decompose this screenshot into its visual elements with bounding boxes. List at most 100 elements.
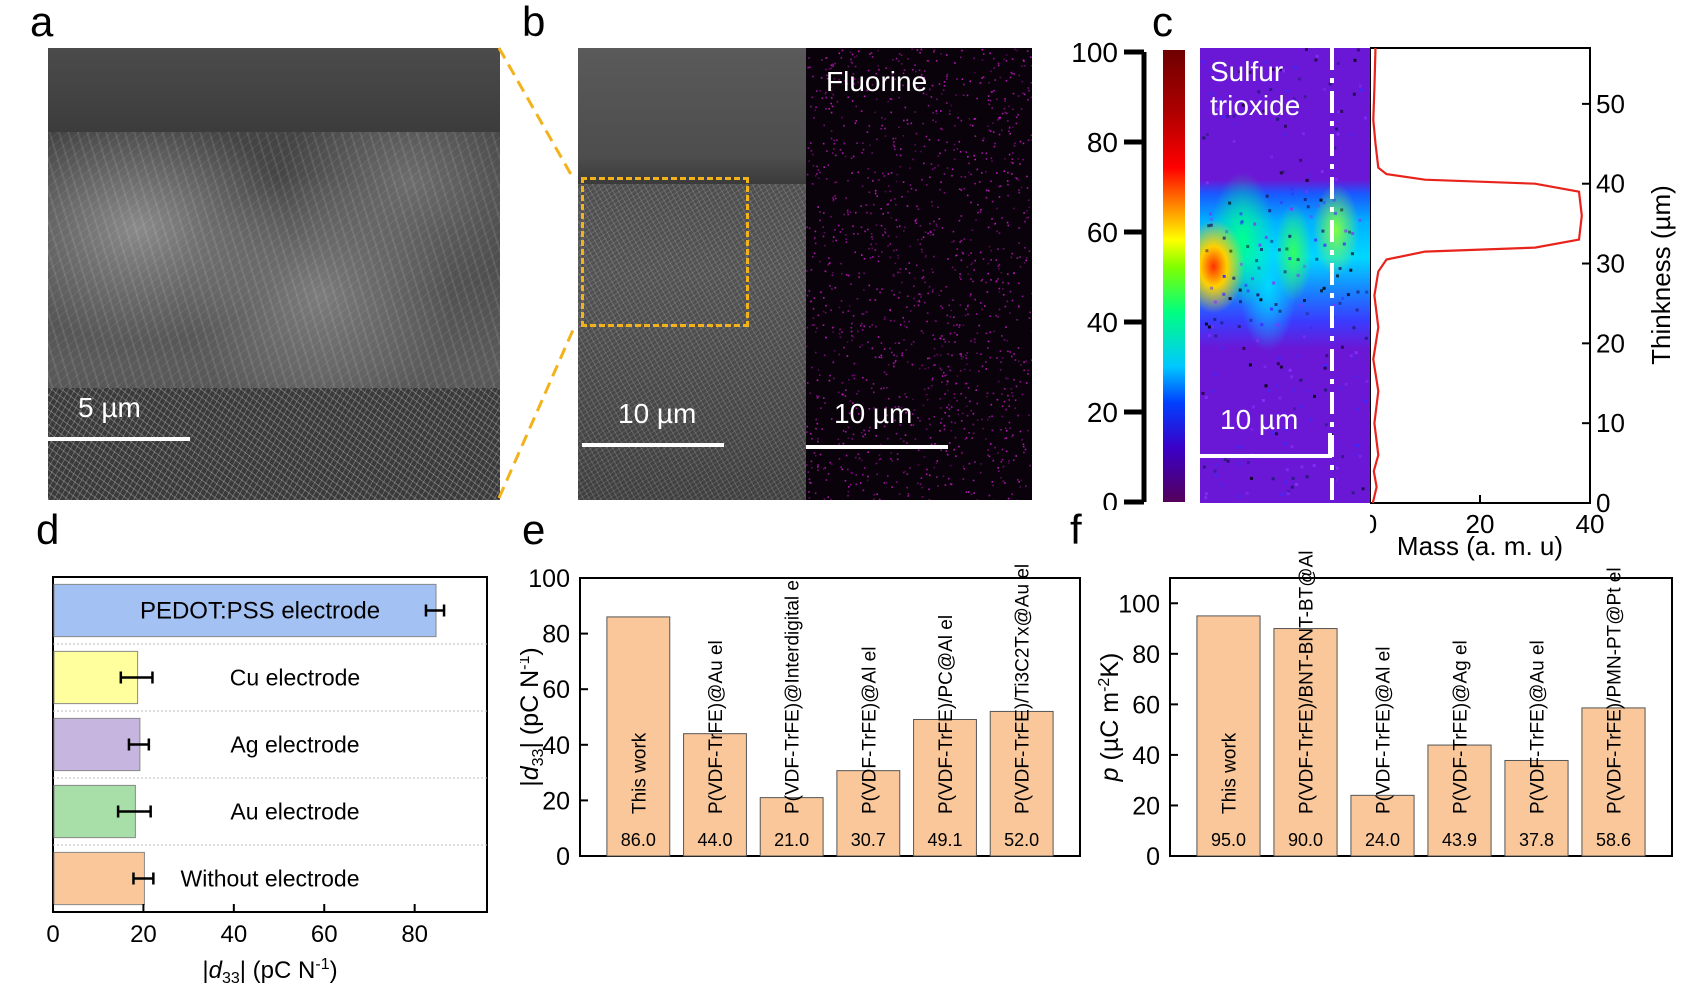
fluorine-dot xyxy=(904,393,906,395)
sulfur-speck xyxy=(1320,170,1324,173)
fluorine-dot xyxy=(824,467,827,469)
fluorine-dot xyxy=(1025,485,1027,488)
fluorine-dot xyxy=(996,357,998,359)
chart-d-xtick-label: 60 xyxy=(311,921,338,948)
fluorine-dot xyxy=(1026,50,1029,52)
sulfur-speck xyxy=(1257,266,1261,270)
fluorine-dot xyxy=(884,232,887,234)
fluorine-dot xyxy=(953,158,956,161)
fluorine-dot xyxy=(953,324,955,327)
fluorine-dot xyxy=(1028,139,1030,141)
sulfur-speck xyxy=(1246,461,1250,464)
fluorine-dot xyxy=(1011,355,1013,358)
sulfur-speck xyxy=(1300,465,1304,469)
sulfur-speck xyxy=(1309,326,1313,330)
fluorine-dot xyxy=(815,418,817,421)
fluorine-dot xyxy=(939,430,941,432)
fluorine-dot xyxy=(873,391,875,394)
fluorine-dot xyxy=(981,278,984,281)
fluorine-dot xyxy=(894,419,896,422)
fluorine-dot xyxy=(992,392,995,395)
sulfur-speck xyxy=(1315,257,1319,261)
fluorine-dot xyxy=(822,226,824,228)
profile-xtick-label: 40 xyxy=(1576,509,1605,539)
fluorine-dot xyxy=(1001,129,1003,131)
fluorine-dot xyxy=(1020,108,1023,110)
fluorine-dot xyxy=(931,290,934,293)
fluorine-dot xyxy=(982,76,985,78)
fluorine-dot xyxy=(967,273,969,275)
fluorine-dot xyxy=(829,461,832,464)
fluorine-dot xyxy=(862,313,865,315)
sulfur-speck xyxy=(1356,48,1360,52)
fluorine-dot xyxy=(844,83,847,85)
fluorine-dot xyxy=(1006,221,1009,224)
fluorine-dot xyxy=(936,225,938,228)
fluorine-dot xyxy=(1021,393,1024,396)
fluorine-dot xyxy=(954,436,957,439)
fluorine-dot xyxy=(998,263,1001,266)
fluorine-dot xyxy=(884,230,886,233)
fluorine-dot xyxy=(1005,408,1008,411)
fluorine-dot xyxy=(959,304,962,306)
fluorine-dot xyxy=(1007,183,1009,186)
fluorine-dot xyxy=(935,60,938,62)
fluorine-dot xyxy=(993,67,995,69)
sulfur-speck xyxy=(1226,114,1230,118)
sulfur-speck xyxy=(1276,117,1280,121)
fluorine-dot xyxy=(828,107,830,110)
fluorine-dot xyxy=(1003,58,1006,61)
fluorine-dot xyxy=(807,382,809,384)
fluorine-dot xyxy=(870,233,873,235)
fluorine-dot xyxy=(843,213,845,216)
fluorine-dot xyxy=(889,309,891,312)
fluorine-dot xyxy=(831,274,834,277)
fluorine-dot xyxy=(830,97,833,99)
fluorine-dot xyxy=(981,365,984,368)
fluorine-dot xyxy=(841,228,844,230)
fluorine-dot xyxy=(1019,140,1022,143)
sulfur-speck xyxy=(1278,396,1282,400)
fluorine-dot xyxy=(856,142,858,144)
sulfur-speck xyxy=(1211,107,1215,111)
fluorine-dot xyxy=(838,306,841,309)
fluorine-dot xyxy=(988,245,991,248)
fluorine-dot xyxy=(904,106,907,109)
fluorine-dot xyxy=(813,117,815,119)
fluorine-dot xyxy=(884,228,887,230)
fluorine-dot xyxy=(956,254,958,257)
fluorine-dot xyxy=(829,374,831,377)
fluorine-dot xyxy=(876,138,878,141)
fluorine-dot xyxy=(968,491,970,493)
fluorine-dot xyxy=(919,225,922,227)
fluorine-dot xyxy=(845,197,848,199)
sulfur-speck xyxy=(1344,382,1348,386)
fluorine-dot xyxy=(933,355,936,357)
fluorine-dot xyxy=(917,86,919,89)
sulfur-speck xyxy=(1336,132,1340,136)
fluorine-dot xyxy=(974,182,976,185)
sulfur-speck xyxy=(1293,407,1297,411)
fluorine-dot xyxy=(861,313,863,315)
fluorine-dot xyxy=(943,84,946,87)
fluorine-dot xyxy=(894,198,896,200)
fluorine-dot xyxy=(823,498,826,500)
fluorine-dot xyxy=(869,53,871,55)
fluorine-dot xyxy=(824,244,826,247)
fluorine-dot xyxy=(1028,250,1031,252)
fluorine-dot xyxy=(969,369,971,372)
fluorine-dot xyxy=(930,96,933,98)
fluorine-dot xyxy=(815,427,817,430)
fluorine-dot xyxy=(867,69,870,72)
fluorine-dot xyxy=(961,251,964,254)
fluorine-dot xyxy=(993,145,996,148)
fluorine-dot xyxy=(841,382,844,384)
fluorine-dot xyxy=(917,239,919,241)
fluorine-dot xyxy=(895,236,898,238)
fluorine-dot xyxy=(966,352,969,354)
fluorine-dot xyxy=(1001,415,1004,418)
fluorine-dot xyxy=(960,393,962,395)
fluorine-dot xyxy=(827,264,829,266)
fluorine-dot xyxy=(850,330,853,333)
fluorine-dot xyxy=(810,300,812,303)
